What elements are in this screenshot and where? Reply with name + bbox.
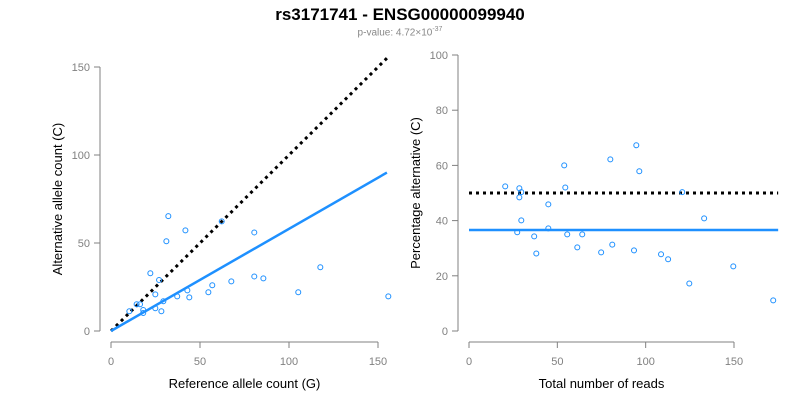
data-point bbox=[531, 233, 538, 240]
data-point bbox=[133, 301, 140, 308]
data-point bbox=[631, 247, 638, 254]
data-point bbox=[385, 293, 392, 300]
data-point bbox=[533, 250, 540, 257]
data-point bbox=[156, 276, 163, 283]
data-point bbox=[140, 310, 147, 317]
data-point bbox=[137, 301, 144, 308]
data-point bbox=[545, 225, 552, 232]
data-point bbox=[260, 275, 267, 282]
x-tick-label: 0 bbox=[108, 356, 114, 368]
data-point bbox=[770, 297, 777, 304]
x-tick-label: 100 bbox=[636, 356, 654, 368]
y-tick-label: 0 bbox=[442, 326, 448, 338]
data-point bbox=[561, 162, 568, 169]
y-tick-label: 20 bbox=[436, 271, 448, 283]
data-point bbox=[251, 229, 258, 236]
data-point bbox=[609, 241, 616, 248]
data-point bbox=[579, 231, 586, 238]
y-tick-label: 150 bbox=[72, 62, 90, 74]
data-point bbox=[158, 308, 165, 315]
fit-line bbox=[110, 171, 388, 333]
data-point bbox=[598, 249, 605, 256]
data-point bbox=[295, 289, 302, 296]
data-point bbox=[665, 256, 672, 263]
y-tick-label: 60 bbox=[436, 160, 448, 172]
data-point bbox=[607, 156, 614, 163]
x-tick-label: 0 bbox=[466, 356, 472, 368]
data-point bbox=[184, 287, 191, 294]
data-point bbox=[160, 298, 167, 305]
data-point bbox=[545, 201, 552, 208]
data-point bbox=[562, 184, 569, 191]
data-point bbox=[163, 238, 170, 245]
x-tick-label: 150 bbox=[369, 356, 387, 368]
data-point bbox=[228, 278, 235, 285]
data-point bbox=[686, 280, 693, 287]
x-tick-label: 50 bbox=[194, 356, 206, 368]
data-point bbox=[140, 307, 147, 314]
data-point bbox=[251, 273, 258, 280]
data-point bbox=[701, 215, 708, 222]
data-point bbox=[182, 227, 189, 234]
reference-line bbox=[109, 57, 388, 333]
data-point bbox=[518, 189, 525, 196]
data-point bbox=[152, 305, 159, 312]
data-point bbox=[152, 291, 159, 298]
data-point bbox=[574, 244, 581, 251]
data-point bbox=[514, 229, 521, 236]
data-point bbox=[218, 218, 225, 225]
data-point bbox=[516, 194, 523, 201]
data-point bbox=[502, 183, 509, 190]
data-point bbox=[564, 231, 571, 238]
data-point bbox=[205, 289, 212, 296]
x-axis-label: Reference allele count (G) bbox=[169, 376, 321, 391]
data-point bbox=[636, 168, 643, 175]
y-tick-label: 0 bbox=[84, 326, 90, 338]
x-tick-label: 50 bbox=[551, 356, 563, 368]
data-point bbox=[165, 213, 172, 220]
y-axis-label: Alternative allele count (C) bbox=[50, 123, 65, 275]
data-point bbox=[730, 263, 737, 270]
data-point bbox=[317, 264, 324, 271]
x-tick-label: 100 bbox=[280, 356, 298, 368]
x-axis-label: Total number of reads bbox=[539, 376, 665, 391]
y-tick-label: 50 bbox=[78, 238, 90, 250]
data-point bbox=[147, 270, 154, 277]
data-point bbox=[186, 294, 193, 301]
data-point bbox=[633, 142, 640, 149]
data-point bbox=[658, 251, 665, 258]
data-point bbox=[174, 293, 181, 300]
chart-subtitle: p-value: 4.72×10-37 bbox=[0, 26, 800, 38]
y-tick-label: 40 bbox=[436, 216, 448, 228]
data-point bbox=[209, 282, 216, 289]
p-value-exponent: -37 bbox=[432, 26, 443, 33]
data-point bbox=[126, 308, 133, 315]
y-axis-label: Percentage alternative (C) bbox=[408, 117, 423, 269]
data-point bbox=[518, 217, 525, 224]
chart-title: rs3171741 - ENSG00000099940 bbox=[275, 5, 525, 24]
y-tick-label: 100 bbox=[72, 150, 90, 162]
y-tick-label: 100 bbox=[430, 50, 448, 62]
y-tick-label: 80 bbox=[436, 105, 448, 117]
data-point bbox=[679, 189, 686, 196]
p-value-label: p-value: 4.72×10 bbox=[357, 27, 433, 39]
x-tick-label: 150 bbox=[725, 356, 743, 368]
